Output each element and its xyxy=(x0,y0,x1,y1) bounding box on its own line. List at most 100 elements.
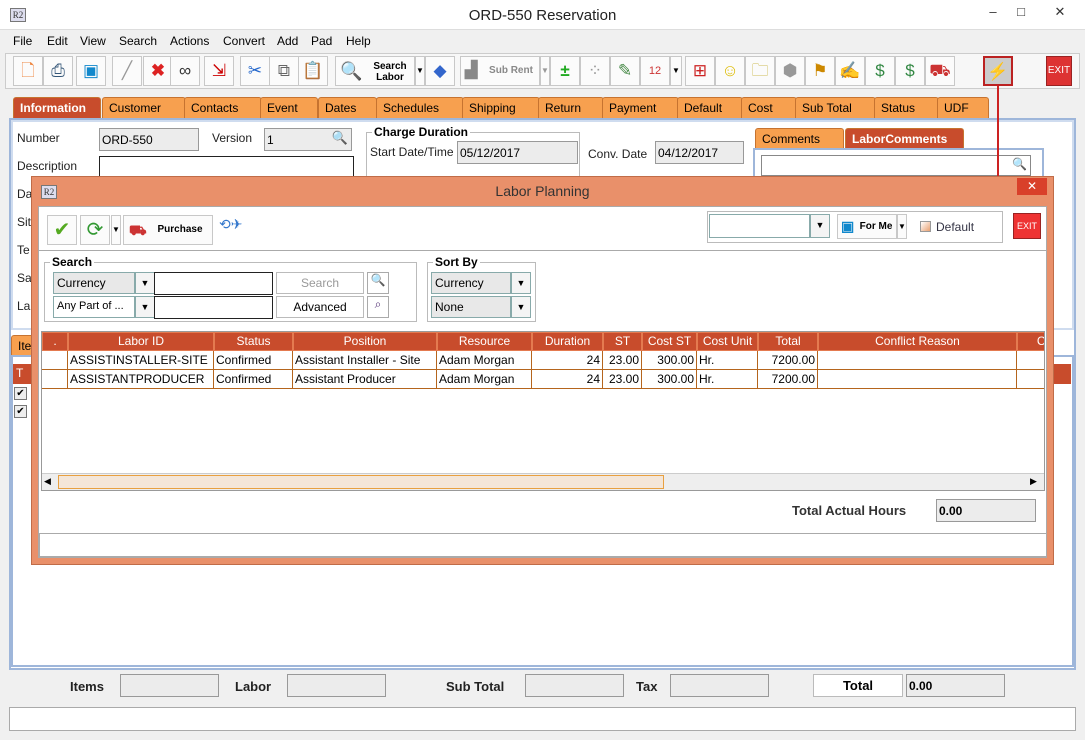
chevron-down-icon[interactable]: ▼ xyxy=(135,272,155,294)
menu-view[interactable]: View xyxy=(80,34,106,48)
sort-field-combo[interactable]: Currency xyxy=(431,272,511,294)
edit-icon[interactable]: ╱ xyxy=(112,56,142,86)
table-cell[interactable]: Confirmed xyxy=(214,370,293,389)
column-header[interactable]: Conflict Reason xyxy=(818,332,1017,351)
column-header[interactable]: Status xyxy=(214,332,293,351)
filter-combo[interactable] xyxy=(709,214,810,238)
search-text-input[interactable] xyxy=(154,272,273,295)
search-icon[interactable]: 🔍 xyxy=(1012,157,1027,171)
org-chart-icon[interactable]: ⊞ xyxy=(685,56,715,86)
start-date-field[interactable]: 05/12/2017 xyxy=(457,141,578,164)
table-cell[interactable]: Hr. xyxy=(697,370,758,389)
menu-help[interactable]: Help xyxy=(346,34,371,48)
column-header[interactable]: Co xyxy=(1017,332,1044,351)
folder-clock-icon[interactable]: 🗀 xyxy=(745,56,775,86)
column-header[interactable]: Position xyxy=(293,332,437,351)
search-labor-button[interactable]: 🔍 Search Labor xyxy=(335,56,415,86)
tab-sub-total[interactable]: Sub Total xyxy=(795,97,876,118)
table-cell[interactable]: 7200.00 xyxy=(758,370,818,389)
table-cell[interactable]: Confirmed xyxy=(214,351,293,370)
print-icon[interactable]: ⎙ xyxy=(43,56,73,86)
tax-field[interactable] xyxy=(670,674,769,697)
refresh-dropdown[interactable]: ▼ xyxy=(111,215,121,245)
travel-icon[interactable]: ⟲✈ xyxy=(219,216,243,232)
column-header[interactable]: Resource xyxy=(437,332,532,351)
paste-icon[interactable]: 📋 xyxy=(298,56,328,86)
tab-return[interactable]: Return xyxy=(538,97,604,118)
column-header[interactable]: ST xyxy=(603,332,642,351)
money-note-icon[interactable]: $ xyxy=(895,56,925,86)
column-header[interactable]: . xyxy=(42,332,68,351)
refresh-icon[interactable]: ⟳ xyxy=(80,215,110,245)
close-button[interactable]: ✕ xyxy=(1054,4,1066,19)
search-icon[interactable]: 🔍 xyxy=(367,272,389,294)
maximize-button[interactable]: □ xyxy=(1017,4,1025,19)
menu-pad[interactable]: Pad xyxy=(311,34,333,48)
table-cell[interactable] xyxy=(42,351,68,370)
tab-udf[interactable]: UDF xyxy=(937,97,989,118)
table-cell[interactable]: 300.00 xyxy=(642,351,697,370)
tab-cost[interactable]: Cost xyxy=(741,97,797,118)
confirm-check-icon[interactable]: ✔ xyxy=(47,215,77,245)
grid-circles-icon[interactable]: ⁘ xyxy=(580,56,610,86)
column-header[interactable]: Duration xyxy=(532,332,603,351)
horizontal-scrollbar[interactable]: ◀ ▶ xyxy=(42,473,1044,490)
shapes-icon[interactable]: ◆ xyxy=(425,56,455,86)
tab-event[interactable]: Event xyxy=(260,97,318,118)
smiley-icon[interactable]: ☺ xyxy=(715,56,745,86)
advanced-button[interactable]: Advanced xyxy=(276,296,364,318)
tab-dates[interactable]: Dates xyxy=(318,97,377,118)
sort-order-combo[interactable]: None xyxy=(431,296,511,318)
tab-default[interactable]: Default xyxy=(677,97,743,118)
convert-doc-icon[interactable]: ⇲ xyxy=(204,56,234,86)
minimize-button[interactable]: – xyxy=(989,4,997,19)
calendar-icon[interactable]: 12 xyxy=(640,56,670,86)
menu-actions[interactable]: Actions xyxy=(170,34,210,48)
save-icon[interactable]: ▣ xyxy=(76,56,106,86)
table-cell[interactable] xyxy=(1017,370,1044,389)
menu-search[interactable]: Search xyxy=(119,34,158,48)
tab-labor-comments[interactable]: LaborComments xyxy=(845,128,964,148)
chevron-down-icon[interactable]: ▼ xyxy=(810,214,830,238)
column-header[interactable]: Cost ST xyxy=(642,332,697,351)
items-field[interactable] xyxy=(120,674,219,697)
money-forward-icon[interactable]: $ xyxy=(865,56,895,86)
document-edit-icon[interactable]: ✍ xyxy=(835,56,865,86)
table-cell[interactable]: Hr. xyxy=(697,351,758,370)
chevron-down-icon[interactable]: ▼ xyxy=(511,272,531,294)
tab-customer[interactable]: Customer xyxy=(102,97,186,118)
truck-icon[interactable]: ⛟ xyxy=(925,56,955,86)
notepad-icon[interactable]: ✎ xyxy=(610,56,640,86)
binoculars-icon[interactable]: ∞ xyxy=(170,56,200,86)
scroll-right-arrow[interactable]: ▶ xyxy=(1030,476,1037,486)
block-icon[interactable]: ⬢ xyxy=(775,56,805,86)
tab-status[interactable]: Status xyxy=(874,97,939,118)
subtotal-field[interactable] xyxy=(525,674,624,697)
plus-minus-icon[interactable]: ± xyxy=(550,56,580,86)
search-field-combo[interactable]: Currency xyxy=(53,272,135,294)
tab-schedules[interactable]: Schedules xyxy=(376,97,464,118)
table-cell[interactable] xyxy=(818,370,1017,389)
person-transfer-icon[interactable]: ⚑ xyxy=(805,56,835,86)
menu-add[interactable]: Add xyxy=(277,34,299,48)
table-cell[interactable] xyxy=(42,370,68,389)
column-header[interactable]: Labor ID xyxy=(68,332,214,351)
total-button[interactable]: Total xyxy=(813,674,903,697)
exit-button[interactable]: EXIT xyxy=(1046,56,1072,86)
search-text-input-2[interactable] xyxy=(154,296,273,319)
table-cell[interactable]: Assistant Producer xyxy=(293,370,437,389)
default-checkbox[interactable] xyxy=(920,221,931,232)
calendar-dropdown[interactable]: ▼ xyxy=(670,56,682,86)
number-field[interactable]: ORD-550 xyxy=(99,128,199,151)
table-cell[interactable]: 23.00 xyxy=(603,351,642,370)
table-cell[interactable]: Adam Morgan xyxy=(437,370,532,389)
search-icon[interactable]: 🔍 xyxy=(331,130,348,145)
table-cell[interactable]: Assistant Installer - Site xyxy=(293,351,437,370)
for-me-dropdown[interactable]: ▼ xyxy=(897,214,907,239)
purchase-button[interactable]: ⛟ Purchase xyxy=(123,215,213,245)
chevron-down-icon[interactable]: ▼ xyxy=(511,296,531,318)
version-field[interactable]: 1 🔍 xyxy=(264,128,352,151)
sub-rent-button[interactable]: ▟ Sub Rent xyxy=(460,56,540,86)
column-header[interactable]: Total xyxy=(758,332,818,351)
menu-convert[interactable]: Convert xyxy=(223,34,266,48)
